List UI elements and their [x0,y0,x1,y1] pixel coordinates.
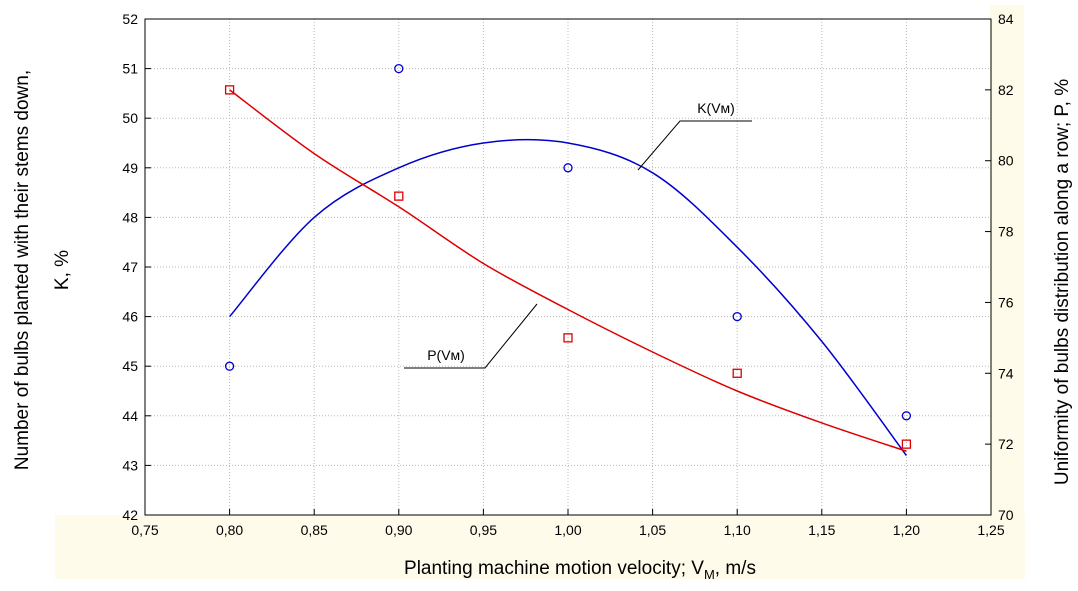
y-right-axis-ticks: 70 72 74 76 78 80 82 84 [985,11,1014,523]
y-left-tick-label: 43 [122,457,138,473]
data-markers [224,63,912,449]
x-tick-label: 0,80 [216,522,243,538]
y-right-axis-label: Uniformity of bulbs distribution along a… [1052,78,1073,486]
data-point-p [563,333,573,343]
data-point-p [224,85,235,95]
y-right-tick-label: 80 [998,153,1014,169]
y-right-tick-label: 78 [998,224,1014,240]
callout-label-k: K(Vм) [697,100,735,116]
grid [145,19,991,515]
x-tick-label: 1,20 [893,522,920,538]
y-right-tick-label: 76 [998,294,1014,310]
y-left-tick-label: 47 [122,259,138,275]
data-point-p [901,439,912,449]
y-left-tick-label: 49 [122,160,138,176]
callouts: K(Vм) P(Vм) [404,100,752,369]
x-tick-label: 0,95 [470,522,497,538]
x-tick-label: 1,10 [724,522,751,538]
x-axis-ticks: 0,75 0,80 0,85 0,90 0,95 1,00 1,05 1,10 1,15 1,20… [131,509,1005,538]
fit-curve-k [229,138,908,456]
data-point-k [732,311,742,322]
y-left-tick-label: 51 [122,61,138,77]
y-left-tick-label: 50 [122,110,138,126]
y-right-tick-label: 82 [998,82,1014,98]
data-point-p [732,368,742,378]
y-left-axis-ticks: 42 43 44 45 46 47 48 49 50 51 52 [122,11,151,523]
x-tick-label: 1,05 [639,522,666,538]
y-right-tick-label: 74 [998,365,1014,381]
data-point-k [394,63,404,74]
y-left-tick-label: 45 [122,358,138,374]
y-right-tick-label: 70 [998,507,1014,523]
data-point-k [901,411,912,421]
fit-curves [229,89,908,456]
x-tick-label: 0,90 [385,522,412,538]
background-band-right [990,5,1024,579]
callout-leader-k [637,120,752,171]
y-left-tick-label: 42 [122,507,138,523]
data-point-k [224,361,235,371]
x-tick-label: 0,85 [301,522,328,538]
y-left-tick-label: 48 [122,209,138,225]
x-tick-label: 1,00 [554,522,581,538]
y-left-axis-label: Number of bulbs planted with their stems… [12,69,73,471]
x-tick-label: 1,25 [977,522,1004,538]
background-band-bottom [55,515,1025,579]
x-tick-label: 1,15 [808,522,835,538]
y-left-tick-label: 44 [122,408,138,424]
data-point-k [563,163,573,173]
callout-leader-p [404,303,538,369]
x-tick-label: 0,75 [131,522,158,538]
x-axis-label: Planting machine motion velocity; VM, m/… [404,558,756,582]
y-right-tick-label: 84 [998,11,1014,27]
fit-curve-p [229,89,907,452]
callout-label-p: P(Vм) [427,347,465,363]
data-point-p [394,191,404,201]
y-left-tick-label: 46 [122,309,138,325]
y-left-tick-label: 52 [122,11,138,27]
y-right-tick-label: 72 [998,436,1014,452]
